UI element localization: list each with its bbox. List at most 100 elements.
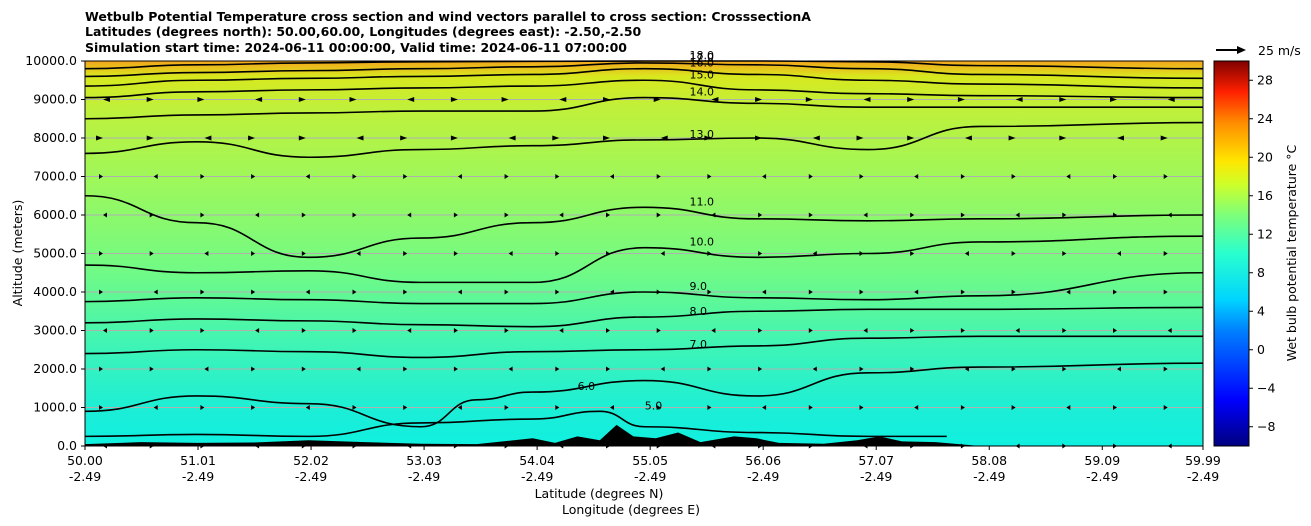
- wind-vector: [859, 289, 864, 295]
- wind-vector: [403, 366, 408, 372]
- y-tick-label: 10000.0: [25, 53, 77, 68]
- y-tick-label: 2000.0: [33, 361, 77, 376]
- colorbar-tick-label: 16: [1257, 188, 1273, 203]
- wind-vector: [910, 251, 915, 256]
- wind-vector: [863, 212, 868, 218]
- colorbar-tick-label: 20: [1257, 149, 1273, 164]
- wind-vector: [711, 328, 716, 333]
- wind-vector: [1059, 135, 1067, 141]
- wind-vector: [656, 405, 661, 410]
- wind-vector: [960, 212, 965, 218]
- wind-vector: [808, 212, 813, 218]
- wind-vector: [255, 212, 260, 218]
- wind-vector: [200, 289, 205, 295]
- contour-7.0: [84, 335, 1203, 359]
- wind-vector: [808, 405, 813, 410]
- x-tick-label-lon: -2.49: [634, 469, 666, 484]
- wind-vector: [403, 289, 408, 295]
- wind-vector: [559, 328, 564, 333]
- wind-vector: [1066, 174, 1071, 179]
- wind-vector: [251, 174, 256, 179]
- wind-vector: [1066, 289, 1071, 295]
- wind-vector: [298, 135, 306, 141]
- wind-vector: [808, 328, 813, 333]
- wind-vector: [508, 251, 513, 256]
- wind-vector: [555, 289, 560, 295]
- wind-vector: [255, 97, 263, 102]
- wind-vector: [1163, 174, 1168, 179]
- wind-vector: [610, 405, 614, 410]
- wind-vector: [812, 135, 820, 141]
- contour-label-11.0: 11.0: [690, 195, 715, 208]
- wind-vector: [555, 251, 560, 256]
- wind-vector: [99, 174, 103, 179]
- colorbar-tick-label: −4: [1257, 380, 1275, 395]
- x-tick-label-lat: 56.06: [745, 453, 781, 468]
- wind-vector: [457, 405, 462, 410]
- wind-vector: [200, 328, 205, 333]
- wind-vector: [707, 405, 712, 410]
- colorbar-tick-label: 4: [1257, 303, 1265, 318]
- wind-vector: [204, 251, 209, 256]
- wind-vector: [501, 97, 509, 102]
- wind-vector: [863, 97, 871, 102]
- wind-vector: [1163, 289, 1168, 295]
- wind-vector: [762, 289, 767, 295]
- wind-vector: [99, 366, 103, 372]
- wind-vector: [1011, 251, 1016, 256]
- contour-label-10.0: 10.0: [690, 236, 715, 249]
- wind-vector: [504, 174, 509, 179]
- wind-vector: [153, 405, 158, 410]
- y-tick-label: 3000.0: [33, 323, 77, 338]
- wind-vector: [251, 405, 256, 410]
- wind-vector: [1011, 405, 1016, 410]
- contour-label-9.0: 9.0: [690, 280, 708, 293]
- wind-vector: [400, 135, 408, 141]
- wind-vector: [305, 174, 310, 179]
- wind-vector: [758, 328, 763, 333]
- y-tick-label: 8000.0: [33, 130, 77, 145]
- wind-vector: [758, 366, 763, 372]
- wind-vector: [349, 97, 357, 102]
- wind-vector: [1113, 174, 1117, 179]
- wind-vector: [1015, 97, 1023, 102]
- wind-vector: [762, 405, 767, 410]
- contour-label-8.0: 8.0: [690, 305, 708, 318]
- contour-8.0: [84, 306, 1204, 328]
- wind-vector: [859, 174, 864, 179]
- wind-vector: [200, 174, 205, 179]
- wind-vector: [403, 405, 408, 410]
- wind-vector: [298, 97, 306, 102]
- wind-vector: [305, 405, 310, 410]
- colorbar-tick-label: 12: [1257, 226, 1273, 241]
- wind-vector: [559, 212, 564, 218]
- y-tick-label: 0.0: [57, 438, 77, 453]
- x-tick-label-lon: -2.49: [69, 469, 101, 484]
- wind-vector: [1011, 174, 1016, 179]
- wind-vector: [559, 97, 567, 102]
- wind-vector: [103, 328, 107, 333]
- wind-vector: [99, 251, 103, 256]
- wind-vector: [508, 135, 516, 141]
- wind-vector: [146, 135, 154, 141]
- colorbar-tick-label: 24: [1257, 111, 1273, 126]
- quiver-key-arrow-icon: [1237, 46, 1246, 54]
- y-tick-label: 6000.0: [33, 207, 77, 222]
- contour-label-6.0: 6.0: [578, 380, 596, 393]
- x-tick-label-lat: 58.08: [971, 453, 1007, 468]
- wind-vector: [707, 366, 712, 372]
- wind-vector: [555, 405, 560, 410]
- wind-vector: [1163, 405, 1168, 410]
- wind-vector: [859, 405, 864, 410]
- wind-vector: [352, 405, 357, 410]
- x-tick-label-lon: -2.49: [747, 469, 779, 484]
- colorbar-tick-label: 8: [1257, 265, 1265, 280]
- contour-5.0: [84, 410, 947, 438]
- wind-vector: [504, 405, 509, 410]
- wind-vector: [610, 174, 614, 179]
- wind-vector: [812, 366, 817, 372]
- wind-vector: [656, 212, 661, 218]
- wind-vector: [758, 212, 763, 218]
- wind-vector: [251, 251, 256, 256]
